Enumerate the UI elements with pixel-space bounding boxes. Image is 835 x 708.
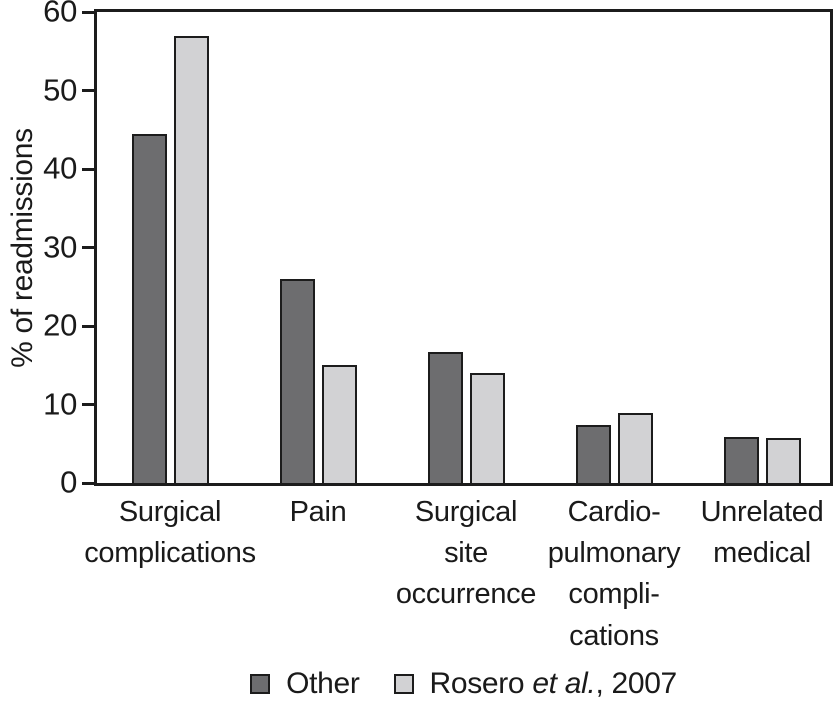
bar-other <box>723 436 759 483</box>
y-tick-label: 20 <box>43 307 77 343</box>
plot-area: 0 10 20 30 40 50 60 <box>43 0 833 499</box>
bar-rosero-et-al-2007 <box>321 365 357 483</box>
legend-item: Rosero et al., 2007 <box>393 667 678 701</box>
x-category-label: Pain <box>289 496 347 528</box>
y-tick-label: 60 <box>43 0 77 29</box>
x-category-label: Surgical site occurrence <box>395 496 537 611</box>
legend-label: Rosero et al., 2007 <box>429 667 678 700</box>
x-category-label: Cardio- pulmonary compli- cations <box>547 496 681 652</box>
bar-other <box>279 278 315 483</box>
y-tick-label: 10 <box>43 385 77 421</box>
legend-swatch-icon <box>393 674 414 694</box>
legend-swatch-icon <box>250 674 271 694</box>
y-tick-mark <box>82 89 94 92</box>
y-tick-mark <box>82 324 94 328</box>
y-tick-mark <box>82 10 94 14</box>
bar-rosero-et-al-2007 <box>765 438 801 483</box>
y-tick-mark <box>82 403 94 406</box>
legend: Other Rosero et al., 2007 <box>97 662 830 706</box>
y-tick-label: 50 <box>43 71 77 107</box>
bar-rosero-et-al-2007 <box>617 413 653 483</box>
legend-item: Other <box>250 667 360 701</box>
bar-other <box>131 133 167 483</box>
y-axis-title: % of readmissions <box>6 128 39 368</box>
bar-rosero-et-al-2007 <box>469 373 505 483</box>
bar-rosero-et-al-2007 <box>173 35 209 483</box>
y-tick-mark <box>82 246 94 249</box>
bar-other <box>427 351 463 483</box>
y-tick-label: 0 <box>60 464 77 500</box>
legend-label: Other <box>286 667 360 700</box>
bar-other <box>575 424 611 483</box>
x-category-label: Unrelated medical <box>700 496 824 570</box>
y-tick-mark <box>82 167 94 171</box>
y-tick-label: 40 <box>43 150 77 186</box>
x-category-label: Surgical complications <box>84 496 256 570</box>
y-tick-mark <box>82 481 94 485</box>
y-tick-label: 30 <box>43 228 77 264</box>
